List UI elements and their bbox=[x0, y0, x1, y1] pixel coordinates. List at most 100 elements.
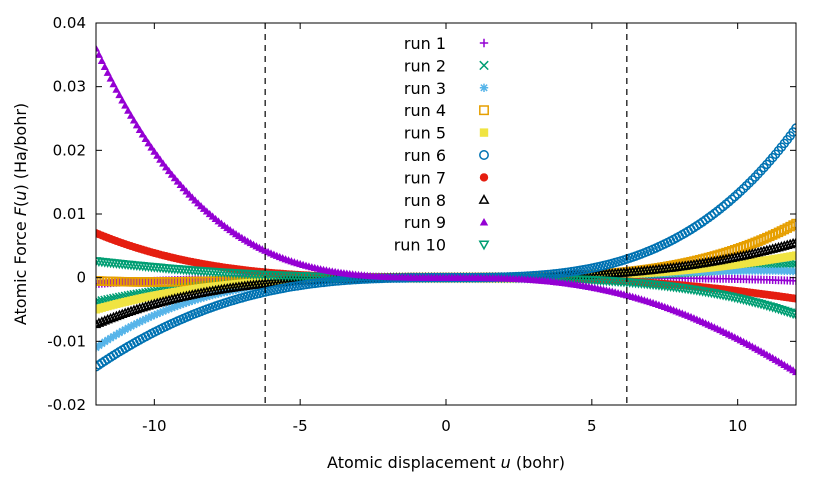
data-point bbox=[96, 257, 102, 267]
data-point bbox=[97, 56, 106, 65]
y-tick-label: 0.02 bbox=[53, 141, 86, 159]
plot-frame bbox=[95, 22, 797, 406]
data-point bbox=[755, 299, 767, 310]
data-point bbox=[103, 335, 112, 344]
data-point bbox=[135, 125, 144, 133]
data-point bbox=[790, 310, 796, 321]
data-point bbox=[176, 300, 185, 309]
data-point bbox=[721, 199, 731, 209]
y-tick-label: -0.01 bbox=[47, 332, 86, 350]
data-point bbox=[129, 116, 138, 124]
data-point bbox=[121, 101, 130, 109]
data-point bbox=[735, 186, 746, 197]
data-point bbox=[199, 293, 208, 302]
data-point bbox=[792, 276, 796, 285]
legend-marker bbox=[479, 105, 489, 116]
ticks-layer: -10 -5 0 5 10 -0.02 -0.01 0 0.01 0.02 0.03 0.04 bbox=[47, 14, 796, 435]
legend-label: run 6 bbox=[404, 146, 446, 165]
data-point bbox=[118, 96, 127, 104]
data-point bbox=[188, 297, 197, 306]
data-point bbox=[150, 147, 159, 155]
data-point bbox=[112, 330, 121, 339]
data-point bbox=[135, 317, 144, 326]
legend-marker bbox=[479, 38, 489, 48]
legend-marker bbox=[479, 83, 489, 92]
data-point bbox=[100, 62, 109, 70]
data-point bbox=[124, 323, 133, 332]
data-point bbox=[141, 134, 150, 142]
data-point bbox=[744, 178, 755, 188]
legend: run 1 run 2 run 3 run 4 run 5 run 6 run 7 run 8… bbox=[394, 34, 490, 255]
data-point bbox=[127, 111, 135, 119]
data-point bbox=[173, 301, 182, 310]
legend-label: run 7 bbox=[404, 168, 446, 187]
data-point bbox=[156, 155, 165, 163]
data-point bbox=[790, 237, 796, 247]
data-point bbox=[153, 151, 162, 159]
data-point bbox=[727, 194, 737, 204]
series-layer bbox=[96, 44, 796, 376]
data-point bbox=[162, 306, 170, 315]
legend-marker bbox=[479, 60, 489, 71]
legend-marker bbox=[478, 194, 490, 204]
data-point bbox=[143, 300, 154, 310]
data-point bbox=[144, 313, 153, 322]
data-point bbox=[761, 301, 773, 312]
data-point bbox=[779, 240, 790, 250]
data-point bbox=[724, 196, 734, 207]
x-tick-label: -5 bbox=[293, 417, 308, 435]
data-point bbox=[164, 305, 173, 314]
data-point bbox=[764, 302, 776, 312]
series-run-6 bbox=[96, 123, 796, 372]
data-point bbox=[147, 143, 156, 151]
data-point bbox=[109, 332, 118, 341]
data-point bbox=[788, 127, 796, 137]
legend-marker bbox=[479, 150, 489, 160]
legend-label: run 5 bbox=[404, 124, 446, 143]
data-point bbox=[141, 315, 150, 324]
legend-label: run 2 bbox=[404, 56, 446, 75]
data-point bbox=[138, 316, 147, 325]
legend-label: run 8 bbox=[404, 191, 446, 210]
data-point bbox=[712, 206, 722, 216]
data-point bbox=[333, 276, 343, 286]
data-point bbox=[791, 123, 796, 133]
legend-label: run 4 bbox=[404, 101, 446, 120]
data-point bbox=[179, 299, 188, 308]
legend-label: run 9 bbox=[404, 213, 446, 232]
data-point bbox=[791, 218, 796, 229]
legend-marker bbox=[479, 218, 489, 226]
y-tick-label: 0.04 bbox=[53, 14, 86, 32]
series-run-9 bbox=[96, 44, 796, 376]
data-point bbox=[792, 251, 796, 260]
data-point bbox=[129, 320, 138, 329]
data-point bbox=[132, 319, 141, 328]
data-point bbox=[202, 292, 211, 301]
data-point bbox=[738, 183, 749, 194]
x-axis-title: Atomic displacement u (bohr) bbox=[327, 453, 565, 472]
data-point bbox=[96, 44, 100, 52]
data-point bbox=[747, 175, 757, 185]
legend-label: run 3 bbox=[404, 79, 446, 98]
y-tick-label: 0 bbox=[76, 269, 86, 287]
data-point bbox=[791, 259, 796, 269]
y-tick-label: -0.02 bbox=[47, 396, 86, 414]
data-point bbox=[109, 80, 118, 88]
data-point bbox=[792, 367, 796, 376]
data-point bbox=[96, 50, 103, 58]
x-tick-label: 10 bbox=[728, 417, 747, 435]
data-point bbox=[758, 300, 770, 311]
data-point bbox=[787, 309, 796, 320]
data-point bbox=[185, 297, 194, 306]
x-tick-label: -10 bbox=[142, 417, 167, 435]
data-point bbox=[730, 191, 740, 202]
legend-label: run 1 bbox=[404, 34, 446, 53]
data-point bbox=[732, 189, 743, 199]
data-point bbox=[156, 308, 165, 317]
data-point bbox=[115, 328, 124, 337]
data-point bbox=[151, 297, 163, 308]
data-point bbox=[753, 169, 763, 179]
data-point bbox=[140, 300, 151, 311]
data-point bbox=[752, 299, 764, 309]
